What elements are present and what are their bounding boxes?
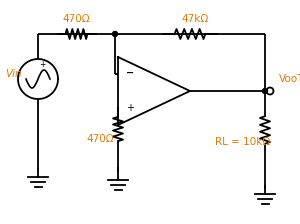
Text: RL = 10kΩ: RL = 10kΩ: [215, 137, 271, 147]
Text: +: +: [39, 60, 45, 69]
Text: −: −: [126, 68, 134, 78]
Text: Vin: Vin: [5, 69, 21, 79]
Text: 470Ω: 470Ω: [63, 14, 90, 24]
Text: 47kΩ: 47kΩ: [182, 14, 208, 24]
Text: +: +: [126, 103, 134, 113]
Text: 470Ω: 470Ω: [86, 134, 114, 144]
Circle shape: [262, 88, 268, 93]
Circle shape: [112, 32, 118, 37]
Text: VooT: VooT: [279, 74, 300, 84]
